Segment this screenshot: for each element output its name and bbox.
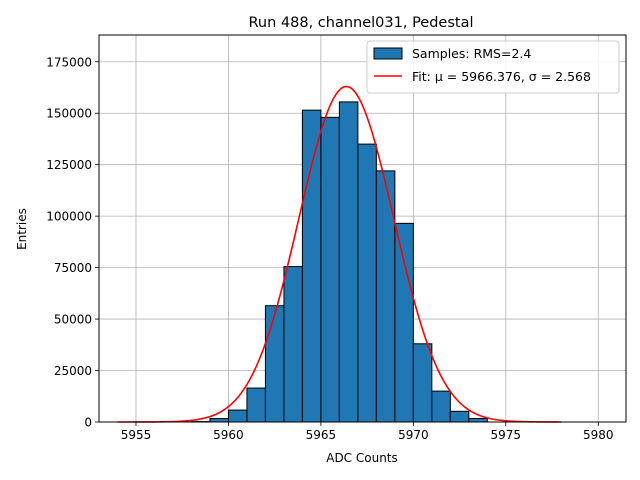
fit-curve <box>117 85 562 423</box>
histogram-bar <box>449 410 470 423</box>
x-tick-label: 5960 <box>213 428 244 442</box>
y-axis-ticks: 0 25000 50000 75000 100000 125000 150000 175000 <box>46 55 99 430</box>
histogram-bars <box>190 101 488 423</box>
x-axis-ticks: 5955 5960 5965 5970 5975 5980 <box>121 422 614 442</box>
x-tick-label: 5965 <box>306 428 337 442</box>
y-tick-label: 25000 <box>54 364 92 378</box>
y-tick-label: 125000 <box>46 158 92 172</box>
x-tick-label: 5980 <box>583 428 614 442</box>
y-tick-label: 75000 <box>54 261 92 275</box>
histogram-bar <box>246 387 266 423</box>
y-tick-label: 0 <box>84 416 92 430</box>
histogram-bar <box>357 143 377 423</box>
histogram-bar <box>301 109 322 423</box>
y-tick-label: 100000 <box>46 210 92 224</box>
histogram-bar <box>431 390 451 423</box>
chart-title: Run 488, channel031, Pedestal <box>248 15 473 31</box>
histogram-bar <box>394 222 414 423</box>
histogram-bar <box>320 116 340 423</box>
histogram-bar <box>468 418 488 423</box>
histogram-bar <box>264 305 285 423</box>
histogram-bar <box>227 409 248 423</box>
plot-frame <box>98 34 627 423</box>
x-tick-label: 5955 <box>121 428 152 442</box>
x-tick-label: 5970 <box>398 428 429 442</box>
x-tick-label: 5975 <box>491 428 522 442</box>
legend-swatch-histogram <box>373 47 403 60</box>
x-axis-label: ADC Counts <box>326 451 398 465</box>
legend: Samples: RMS=2.4 Fit: μ = 5966.376, σ = … <box>366 40 620 94</box>
y-tick-label: 50000 <box>54 313 92 327</box>
y-tick-label: 175000 <box>46 55 92 69</box>
legend-label-fit: Fit: μ = 5966.376, σ = 2.568 <box>412 69 591 84</box>
y-axis-label: Entries <box>15 208 29 250</box>
legend-box <box>366 40 620 94</box>
histogram-bar <box>283 266 303 423</box>
histogram-bar <box>338 101 359 423</box>
histogram-bar <box>209 418 229 423</box>
y-tick-label: 150000 <box>46 107 92 121</box>
histogram-bar <box>412 343 433 423</box>
legend-label-histogram: Samples: RMS=2.4 <box>412 46 531 61</box>
